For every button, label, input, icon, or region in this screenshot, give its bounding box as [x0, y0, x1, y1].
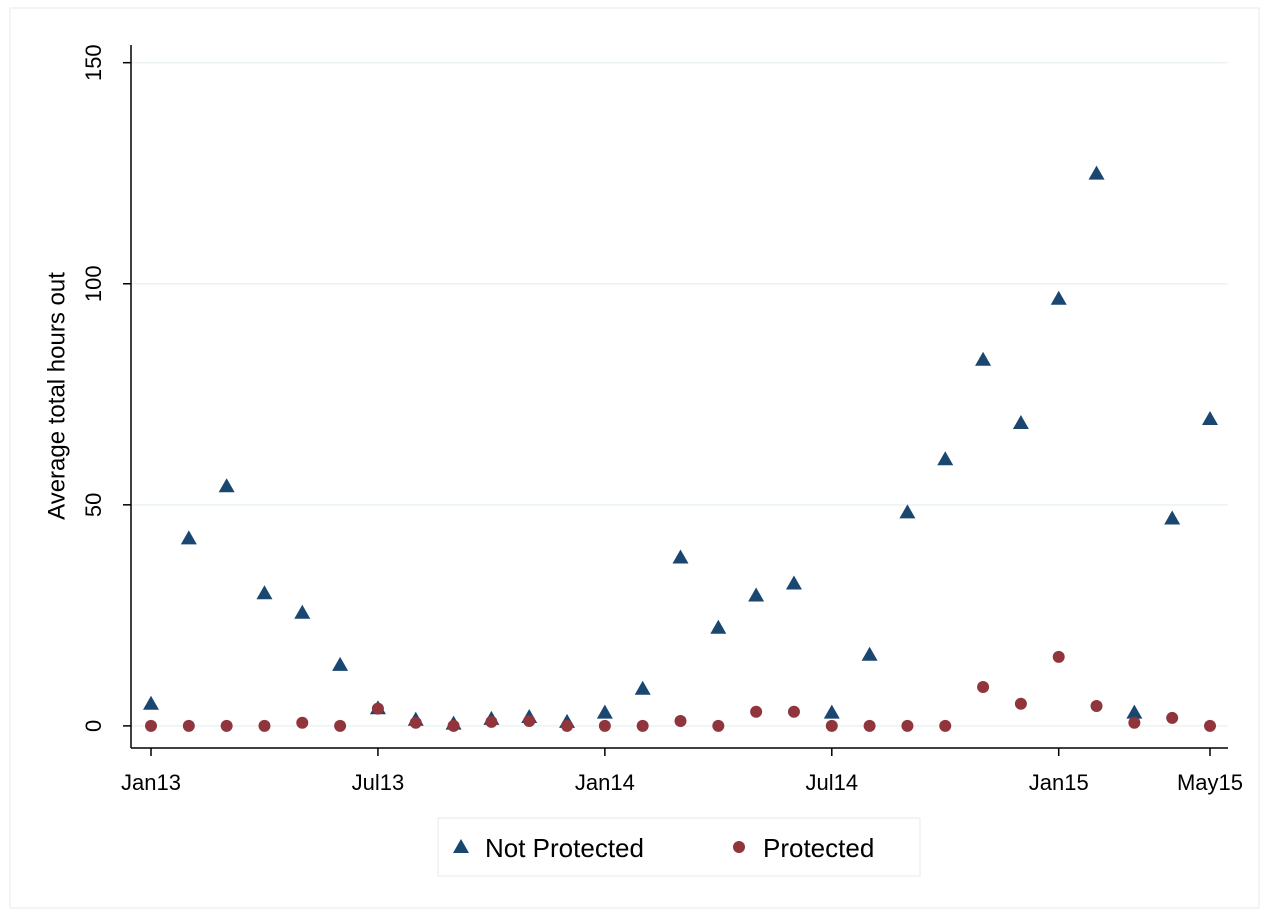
- x-tick-label: Jan14: [575, 770, 635, 795]
- y-axis-title: Average total hours out: [43, 272, 70, 520]
- point: [182, 719, 195, 732]
- point: [1050, 290, 1067, 305]
- point: [218, 478, 235, 493]
- point: [1052, 650, 1065, 663]
- point: [1090, 699, 1103, 712]
- point: [180, 530, 197, 545]
- point: [561, 719, 574, 732]
- point: [636, 719, 649, 732]
- point: [1164, 510, 1181, 525]
- point: [1126, 704, 1143, 719]
- point: [143, 695, 159, 710]
- legend-label: Not Protected: [485, 833, 644, 863]
- point: [823, 704, 840, 719]
- point: [1088, 165, 1105, 180]
- point: [899, 504, 916, 519]
- point: [334, 719, 347, 732]
- point: [861, 646, 878, 661]
- point: [1012, 415, 1029, 430]
- point: [825, 719, 838, 732]
- point: [748, 587, 765, 602]
- point: [596, 704, 613, 719]
- point: [371, 702, 384, 715]
- x-tick-label: Jan15: [1029, 770, 1089, 795]
- point: [296, 716, 309, 729]
- point: [785, 575, 802, 590]
- point: [710, 619, 727, 634]
- point: [145, 719, 157, 732]
- point: [937, 451, 954, 466]
- x-tick-label: Jul13: [352, 770, 405, 795]
- point: [447, 719, 460, 732]
- point: [258, 719, 271, 732]
- y-tick-label: 150: [81, 44, 106, 81]
- point: [863, 719, 876, 732]
- point: [672, 549, 689, 564]
- x-tick-label: Jul14: [805, 770, 858, 795]
- point: [256, 585, 273, 600]
- x-tick-label: May15: [1177, 770, 1243, 795]
- point: [787, 705, 800, 718]
- point: [294, 604, 311, 619]
- point: [1014, 697, 1027, 710]
- legend-marker: [453, 839, 469, 853]
- point: [332, 656, 349, 671]
- y-tick-label: 0: [81, 720, 106, 732]
- chart-frame: [9, 7, 1260, 909]
- point: [901, 719, 914, 732]
- point: [1166, 711, 1179, 724]
- point: [409, 716, 422, 729]
- point: [975, 351, 992, 366]
- point: [634, 680, 651, 695]
- point: [1128, 716, 1141, 729]
- point: [977, 680, 990, 693]
- legend-box: [437, 817, 921, 877]
- point: [598, 719, 611, 732]
- point: [485, 715, 498, 728]
- point: [220, 719, 233, 732]
- y-tick-label: 50: [81, 493, 106, 517]
- point: [1202, 411, 1218, 426]
- y-tick-label: 100: [81, 265, 106, 302]
- point: [712, 719, 725, 732]
- point: [1204, 719, 1216, 732]
- x-tick-label: Jan13: [121, 770, 181, 795]
- point: [674, 715, 687, 728]
- legend-label: Protected: [763, 833, 874, 863]
- point: [939, 719, 952, 732]
- legend-marker: [733, 841, 745, 853]
- point: [750, 705, 763, 718]
- point: [523, 715, 536, 728]
